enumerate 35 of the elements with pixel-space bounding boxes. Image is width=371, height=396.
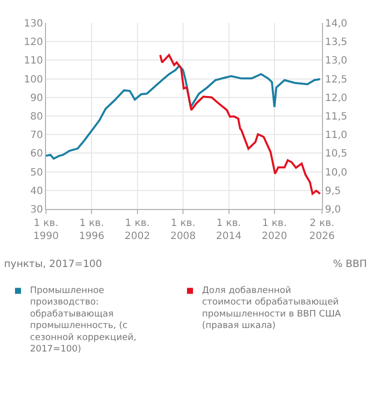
x-tick-label: 1 кв. 2008 <box>170 218 196 242</box>
y-tick-label: 60 <box>30 148 43 160</box>
y2-tick-label: 9,0 <box>325 204 341 216</box>
x-tick-label: 1 кв. 1990 <box>33 218 59 242</box>
y-tick-label: 120 <box>24 37 43 48</box>
y2-tick-label: 13,0 <box>325 56 348 67</box>
y-tick-label: 130 <box>24 18 43 30</box>
y-tick-label: 40 <box>30 186 43 197</box>
y2-tick-label: 14,0 <box>325 18 348 30</box>
y2-tick-label: 9,5 <box>325 186 341 197</box>
y2-tick-label: 11,5 <box>325 112 348 122</box>
x-tick-label: 1 кв. 2014 <box>216 218 242 242</box>
y-tick-label: 80 <box>30 112 43 122</box>
y2-tick-label: 10,5 <box>325 148 348 160</box>
y-tick-label: 70 <box>30 130 43 142</box>
legend-label: Промышленное производство: обрабатывающая промышленность, (с сезонной коррекцией, 2017=100) <box>30 286 136 354</box>
line-series <box>46 64 322 160</box>
y-tick-label: 90 <box>30 92 43 104</box>
y2-tick-label: 12,0 <box>325 92 348 104</box>
y-tick-label: 110 <box>24 56 43 67</box>
y-axis-title: пункты, 2017=100 <box>4 259 102 270</box>
y2-tick-label: 10,0 <box>325 167 348 178</box>
y2-tick-label: 13,5 <box>325 37 348 48</box>
y2-tick-label: 11,0 <box>325 130 348 142</box>
x-tick-label: 2 кв. 2026 <box>309 218 335 242</box>
y-tick-label: 100 <box>24 74 43 86</box>
x-tick-label: 1 кв. 2002 <box>124 218 150 242</box>
legend-label: Доля добавленной стоимости обрабатывающей промышленности в ВВП США (правая шкала) <box>202 286 342 332</box>
line-series <box>159 54 322 195</box>
x-tick-label: 1 кв. 2020 <box>262 218 288 242</box>
x-tick-label: 1 кв. 1996 <box>78 218 104 242</box>
y-tick-label: 50 <box>30 167 43 178</box>
y2-tick-label: 12,5 <box>325 74 348 86</box>
y-tick-label: 30 <box>30 204 43 216</box>
y2-axis-title: % ВВП <box>333 259 367 270</box>
